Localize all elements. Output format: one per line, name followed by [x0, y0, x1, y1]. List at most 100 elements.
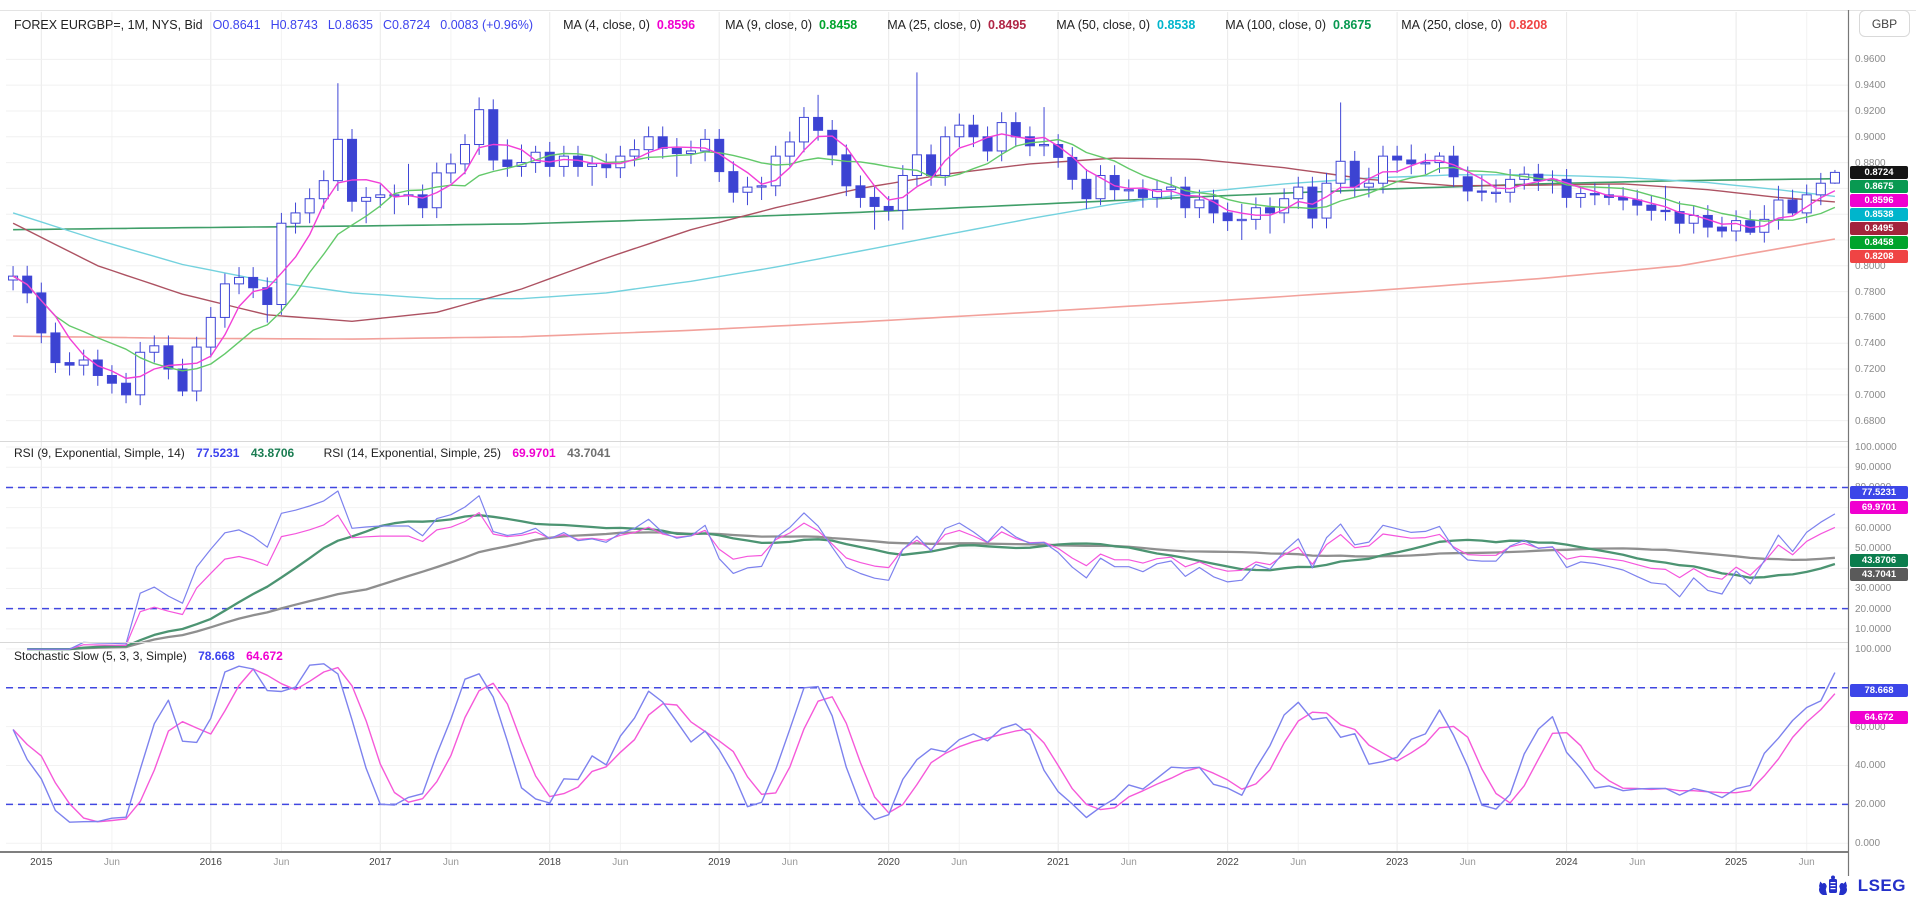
price-tick-label: 0.000	[1855, 838, 1881, 850]
ma-legend-item: MA (9, close, 0) 0.8458	[725, 18, 857, 32]
time-label: 2024	[1555, 857, 1578, 868]
open-value: O0.8641	[212, 18, 261, 32]
price-badge: 78.668	[1850, 683, 1908, 697]
stoch-k-line	[12, 663, 1836, 823]
ma50-line	[12, 174, 1835, 300]
ma-legend-label: MA (4, close, 0)	[563, 18, 650, 32]
ma-legend-value: 0.8675	[1333, 18, 1372, 32]
price-badge: 0.8724	[1850, 165, 1908, 179]
ma4-line	[12, 133, 1836, 380]
time-label: 2023	[1385, 857, 1409, 868]
ma-legend-label: MA (50, close, 0)	[1056, 18, 1151, 32]
time-label: Jun	[1459, 857, 1476, 868]
ma-legend-item: MA (4, close, 0) 0.8596	[563, 18, 695, 32]
price-tick-label: 0.6800	[1855, 415, 1886, 427]
time-label: Jun	[1120, 857, 1137, 868]
instrument-title: FOREX EURGBP=, 1M, NYS, Bid	[14, 18, 203, 32]
rsi2-value: 69.9701	[512, 446, 556, 460]
time-label: 2022	[1216, 857, 1239, 868]
time-label: Jun	[273, 857, 290, 868]
ma-legend-label: MA (250, close, 0)	[1401, 18, 1503, 32]
price-tick-label: 0.7400	[1855, 338, 1886, 350]
price-badge: 0.8538	[1850, 207, 1908, 221]
high-value: H0.8743	[270, 18, 318, 32]
rsi-header: RSI (9, Exponential, Simple, 14) 77.5231…	[14, 446, 610, 460]
ma-legend-value: 0.8495	[988, 18, 1027, 32]
rsi9-smooth-line	[27, 514, 1836, 651]
ma-legend-label: MA (25, close, 0)	[887, 18, 982, 32]
ma-legend: MA (4, close, 0) 0.8596 MA (9, close, 0) 0.…	[533, 18, 1547, 32]
currency-button[interactable]: GBP	[1859, 10, 1910, 37]
time-label: 2017	[369, 857, 392, 868]
stoch-d-line	[12, 666, 1836, 823]
price-tick-label: 60.000	[1855, 721, 1886, 733]
stoch-label: Stochastic Slow (5, 3, 3, Simple)	[14, 649, 187, 663]
price-tick-label: 0.9400	[1855, 80, 1886, 92]
ma-legend-label: MA (9, close, 0)	[725, 18, 812, 32]
price-tick-label: 60.0000	[1855, 522, 1892, 534]
rsi1-value: 77.5231	[196, 446, 240, 460]
time-label: Jun	[951, 857, 968, 868]
price-tick-label: 20.0000	[1855, 603, 1892, 615]
price-badge: 0.8458	[1850, 235, 1908, 249]
ma250-line	[13, 238, 1836, 340]
ma-legend-value: 0.8208	[1509, 18, 1548, 32]
price-tick-label: 0.7600	[1855, 312, 1886, 324]
rsi1-label: RSI (9, Exponential, Simple, 14)	[14, 446, 185, 460]
price-tick-label: 0.7000	[1855, 389, 1886, 401]
stochastic-header: Stochastic Slow (5, 3, 3, Simple) 78.668…	[14, 649, 283, 663]
lseg-logo-text: LSEG	[1857, 876, 1906, 895]
price-tick-label: 0.7800	[1855, 286, 1886, 298]
ma-legend-item: MA (50, close, 0) 0.8538	[1056, 18, 1195, 32]
change-value: 0.0083 (+0.96%)	[440, 18, 534, 32]
time-label: 2025	[1724, 857, 1748, 868]
time-label: 2018	[538, 857, 561, 868]
price-badge: 0.8495	[1850, 221, 1908, 235]
ma25-line	[12, 157, 1835, 322]
ma-legend-label: MA (100, close, 0)	[1225, 18, 1327, 32]
price-tick-label: 20.000	[1855, 799, 1886, 811]
price-tick-label: 50.0000	[1855, 543, 1892, 555]
price-tick-label: 30.0000	[1855, 583, 1892, 595]
price-badge: 77.5231	[1850, 485, 1908, 499]
ma-legend-value: 0.8538	[1157, 18, 1196, 32]
main-chart-header: FOREX EURGBP=, 1M, NYS, Bid O0.8641 H0.8…	[14, 12, 1547, 38]
ma100-line	[13, 177, 1835, 231]
ma9-line	[12, 138, 1836, 372]
price-badge: 43.7041	[1850, 567, 1908, 581]
time-label: Jun	[442, 857, 459, 868]
ma-legend-item: MA (25, close, 0) 0.8495	[887, 18, 1026, 32]
price-tick-label: 0.8000	[1855, 260, 1886, 272]
time-label: 2019	[708, 857, 731, 868]
price-tick-label: 0.9000	[1855, 131, 1886, 143]
candles-layer	[8, 72, 1840, 406]
lseg-crest-icon	[1818, 875, 1847, 895]
time-label: Jun	[1798, 857, 1815, 868]
price-tick-label: 0.9200	[1855, 105, 1886, 117]
time-label: Jun	[1629, 857, 1646, 868]
price-tick-label: 90.0000	[1855, 462, 1892, 474]
price-tick-label: 40.000	[1855, 760, 1886, 772]
time-label: Jun	[103, 857, 120, 868]
stoch-d-value: 64.672	[246, 649, 283, 663]
price-tick-label: 0.9600	[1855, 54, 1886, 66]
rsi2-smooth-value: 43.7041	[567, 446, 611, 460]
ma-legend-value: 0.8458	[818, 18, 858, 32]
stoch-k-value: 78.668	[198, 649, 235, 663]
ma-legend-value: 0.8596	[656, 18, 696, 32]
rsi14-smooth-line	[27, 531, 1835, 651]
price-tick-label: 0.8800	[1855, 157, 1886, 169]
price-badge: 69.9701	[1850, 501, 1908, 515]
time-label: Jun	[612, 857, 629, 868]
price-badge: 0.8208	[1850, 249, 1908, 263]
time-label: 2016	[199, 857, 222, 868]
price-tick-label: 0.7200	[1855, 364, 1886, 376]
price-tick-label: 100.000	[1855, 643, 1892, 655]
lseg-logo: LSEG	[1814, 874, 1906, 898]
price-tick-label: 10.0000	[1855, 623, 1892, 635]
price-tick-label: 100.0000	[1855, 442, 1897, 454]
rsi1-smooth-value: 43.8706	[250, 446, 295, 460]
ma-legend-item: MA (100, close, 0) 0.8675	[1225, 18, 1371, 32]
